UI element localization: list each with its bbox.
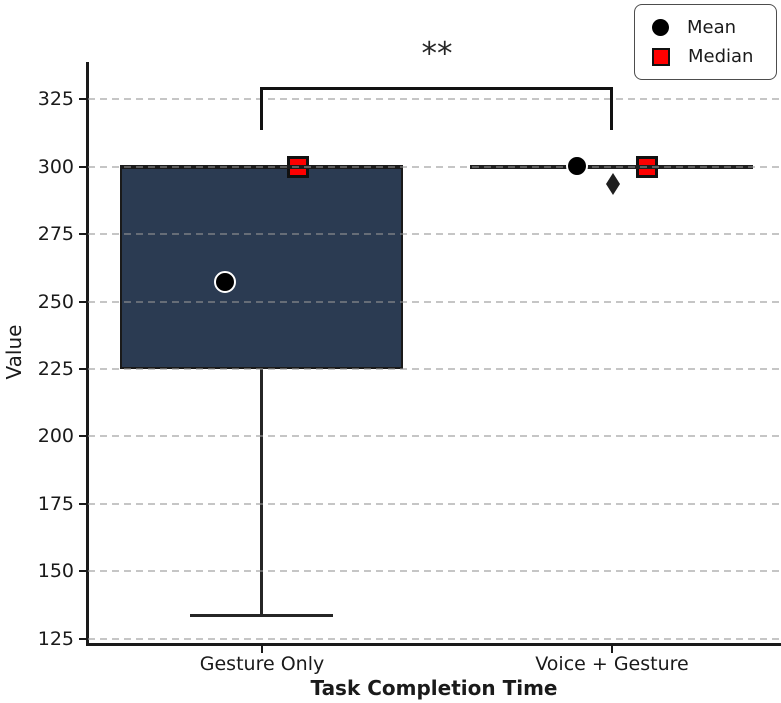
x-tick [261, 645, 263, 653]
y-tick-label: 275 [37, 223, 74, 245]
mean-marker-gesture-only [214, 271, 236, 293]
legend-row-mean: Mean [652, 16, 776, 38]
gridline-225 [88, 368, 781, 370]
median-legend-icon [652, 47, 670, 66]
y-tick [79, 98, 88, 100]
significance-bracket-right-leg [610, 87, 613, 130]
y-tick [79, 233, 88, 235]
significance-label: ** [421, 36, 453, 72]
y-tick-label: 175 [37, 493, 74, 515]
legend: Mean Median [634, 4, 777, 80]
gridline-150 [88, 570, 781, 572]
x-tick [611, 645, 613, 653]
x-axis-title: Task Completion Time [310, 676, 558, 700]
gridline-125 [88, 638, 781, 640]
y-tick-label: 325 [37, 88, 74, 110]
y-tick [79, 503, 88, 505]
gridline-275 [88, 233, 781, 235]
whisker-cap-gesture-only [190, 614, 333, 617]
y-tick-label: 300 [37, 156, 74, 178]
y-tick [79, 638, 88, 640]
legend-row-median: Median [652, 45, 776, 67]
legend-label-median: Median [688, 45, 754, 67]
y-axis-spine [86, 62, 89, 645]
y-tick-label: 150 [37, 560, 74, 582]
mean-legend-icon [652, 19, 669, 36]
whisker-gesture-only [260, 369, 263, 616]
gridline-325 [88, 98, 781, 100]
y-tick-label: 225 [37, 358, 74, 380]
y-tick [79, 301, 88, 303]
y-tick [79, 435, 88, 437]
box-gesture-only [120, 166, 403, 369]
outlier-diamond-icon [606, 173, 620, 195]
y-tick [79, 166, 88, 168]
y-tick-label: 250 [37, 291, 74, 313]
y-tick-label: 200 [37, 425, 74, 447]
y-tick-label: 125 [37, 628, 74, 650]
gridline-300 [88, 166, 781, 168]
y-tick [79, 368, 88, 370]
gridline-250 [88, 301, 781, 303]
y-tick [79, 570, 88, 572]
significance-bracket-bar [260, 87, 613, 90]
gridline-175 [88, 503, 781, 505]
mean-marker-voice-gesture [566, 155, 588, 177]
x-axis-spine [86, 643, 781, 646]
significance-bracket-left-leg [260, 87, 263, 130]
x-tick-label-gesture-only: Gesture Only [199, 653, 325, 675]
y-axis-title: Value [2, 324, 26, 380]
gridline-200 [88, 435, 781, 437]
legend-label-mean: Mean [687, 16, 737, 38]
x-tick-label-voice-gesture: Voice + Gesture [535, 653, 689, 675]
